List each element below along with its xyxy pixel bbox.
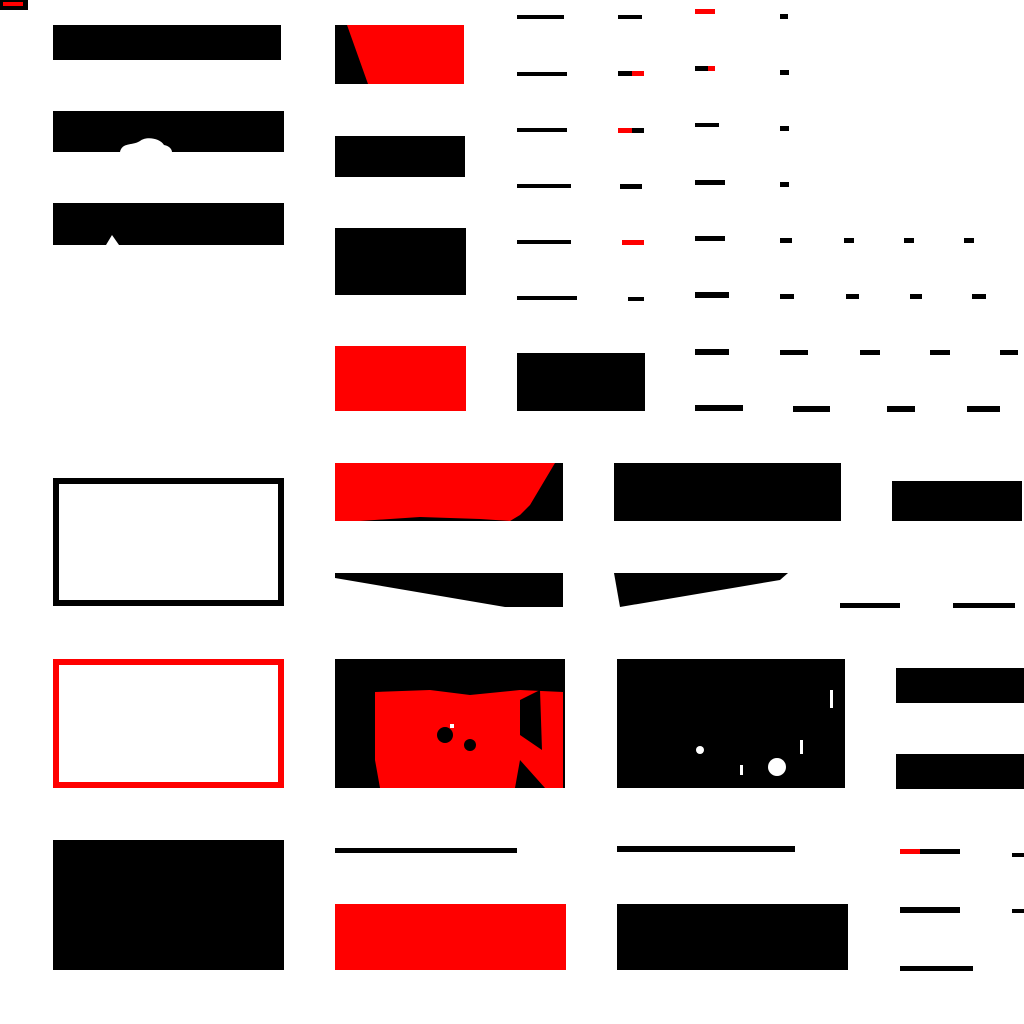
block — [617, 904, 848, 970]
block — [517, 353, 645, 411]
corner-mark — [3, 2, 23, 6]
line — [622, 240, 644, 245]
line — [1012, 853, 1024, 857]
line — [840, 603, 900, 608]
dot — [904, 238, 914, 243]
dot — [780, 182, 789, 187]
frame — [53, 659, 284, 788]
block — [335, 346, 466, 411]
block — [335, 904, 566, 970]
dot — [844, 238, 854, 243]
line — [860, 350, 880, 355]
line — [632, 71, 644, 76]
line — [628, 297, 644, 301]
line — [517, 128, 567, 132]
line — [793, 406, 830, 412]
line — [618, 128, 632, 133]
line — [620, 184, 642, 189]
dot — [780, 126, 789, 131]
spot — [740, 765, 743, 775]
line — [900, 907, 960, 913]
block — [53, 203, 284, 245]
region — [520, 690, 542, 750]
block — [53, 840, 284, 970]
wedge — [335, 25, 368, 84]
line — [695, 236, 725, 241]
dot — [780, 238, 792, 243]
blob — [120, 138, 172, 152]
line — [517, 296, 577, 300]
wedge — [335, 573, 563, 607]
dot — [780, 14, 788, 19]
line — [695, 349, 729, 355]
block — [896, 668, 1024, 703]
region — [335, 463, 555, 521]
dot — [780, 294, 794, 299]
line — [695, 9, 715, 14]
spot — [464, 739, 476, 751]
block — [617, 659, 845, 788]
dot — [910, 294, 922, 299]
line — [695, 292, 729, 298]
line — [517, 184, 571, 188]
line — [517, 240, 571, 244]
line — [780, 350, 808, 355]
line — [517, 15, 564, 19]
line — [1012, 909, 1024, 913]
line — [900, 849, 960, 854]
dot — [964, 238, 974, 243]
spot — [830, 690, 833, 708]
block — [53, 25, 281, 60]
region — [375, 690, 563, 788]
line — [967, 406, 1000, 412]
spot — [696, 746, 704, 754]
spot — [437, 727, 453, 743]
line — [517, 72, 567, 76]
line — [618, 15, 642, 19]
block — [335, 228, 466, 295]
line — [695, 180, 725, 185]
line — [900, 849, 920, 854]
block — [892, 481, 1022, 521]
line — [887, 406, 915, 412]
line — [335, 848, 517, 853]
line — [900, 966, 973, 971]
notch — [106, 235, 119, 245]
block — [614, 463, 841, 521]
line — [695, 405, 743, 411]
line — [695, 123, 719, 127]
line — [708, 66, 715, 71]
dot — [972, 294, 986, 299]
dot — [846, 294, 859, 299]
block — [896, 754, 1024, 789]
dot — [780, 70, 789, 75]
line — [695, 66, 715, 71]
spot — [768, 758, 786, 776]
frame — [53, 478, 284, 606]
block — [53, 111, 284, 152]
spot — [800, 740, 803, 754]
wedge — [614, 573, 788, 607]
line — [930, 350, 950, 355]
line — [617, 846, 795, 852]
spot — [450, 724, 454, 728]
line — [1000, 350, 1018, 355]
line — [618, 71, 644, 76]
line — [953, 603, 1015, 608]
block — [335, 136, 465, 177]
